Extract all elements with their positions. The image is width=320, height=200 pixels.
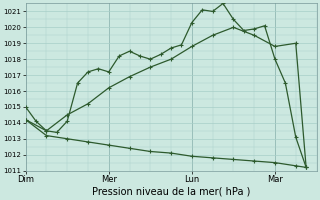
X-axis label: Pression niveau de la mer( hPa ): Pression niveau de la mer( hPa ) (92, 187, 250, 197)
